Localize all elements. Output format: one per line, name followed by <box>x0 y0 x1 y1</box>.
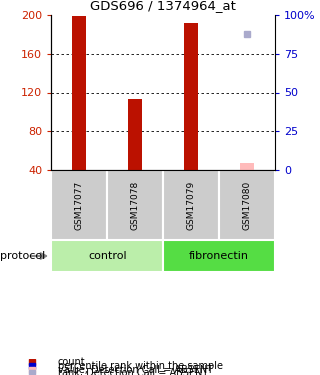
Text: GSM17078: GSM17078 <box>131 180 140 230</box>
Text: GSM17077: GSM17077 <box>75 180 84 230</box>
Bar <box>164 240 275 272</box>
Bar <box>240 163 254 170</box>
Text: rank, Detection Call = ABSENT: rank, Detection Call = ABSENT <box>58 368 208 375</box>
Bar <box>108 170 163 240</box>
Bar <box>184 23 198 170</box>
Text: control: control <box>88 251 126 261</box>
Text: fibronectin: fibronectin <box>189 251 249 261</box>
Bar <box>72 16 86 170</box>
Text: GSM17079: GSM17079 <box>187 180 196 230</box>
Text: protocol: protocol <box>0 251 45 261</box>
Bar <box>220 170 275 240</box>
Bar <box>52 170 107 240</box>
Bar <box>52 240 163 272</box>
Text: value, Detection Call = ABSENT: value, Detection Call = ABSENT <box>58 365 213 375</box>
Text: GSM17080: GSM17080 <box>243 180 252 230</box>
Bar <box>128 99 142 170</box>
Bar <box>164 170 219 240</box>
Text: count: count <box>58 357 85 367</box>
Text: percentile rank within the sample: percentile rank within the sample <box>58 361 223 371</box>
Title: GDS696 / 1374964_at: GDS696 / 1374964_at <box>90 0 236 12</box>
